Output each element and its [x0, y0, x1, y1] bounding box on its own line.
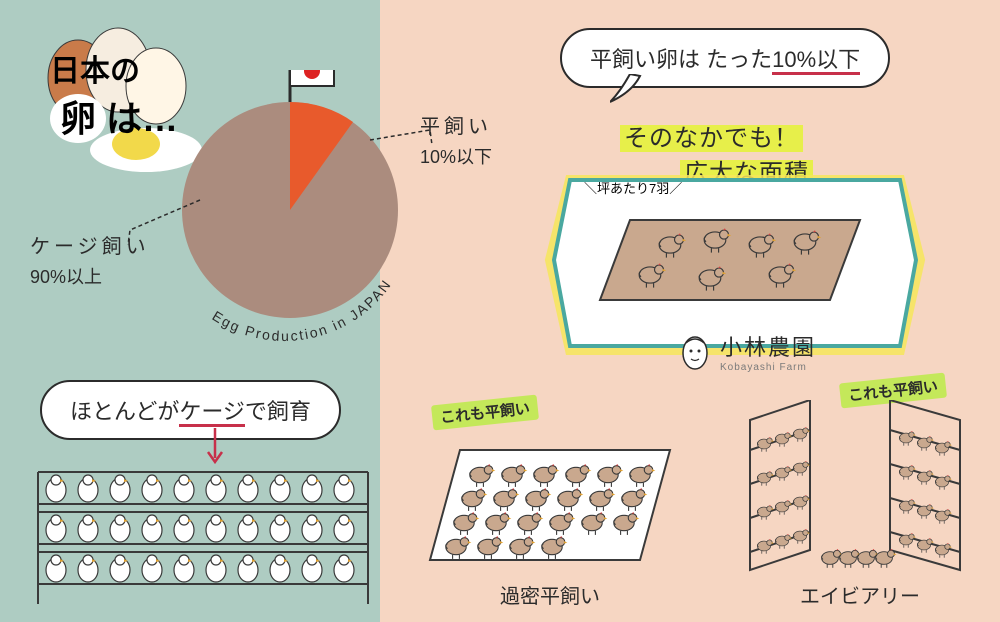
pie-label-cage: ケージ飼い 90%以上	[30, 230, 150, 289]
arrow-down-icon	[200, 428, 230, 468]
pie-chart: Egg Production in JAPAN	[150, 70, 450, 390]
bubble-cage-majority: ほとんどがケージで飼育	[40, 380, 341, 440]
caption-aviary: エイビアリー	[790, 580, 930, 609]
title-line1: 日本の	[50, 46, 140, 90]
density-label: ＼坪あたり7羽／	[584, 178, 682, 197]
dense-illustration	[410, 430, 690, 580]
caption-dense: 過密平飼い	[480, 580, 620, 609]
aviary-illustration	[730, 400, 980, 580]
cage-shelves-illustration	[28, 466, 378, 606]
pie-label-free: 平飼い 10%以下	[420, 110, 492, 169]
farm-logo: 小林農園 Kobayashi Farm	[680, 330, 816, 373]
farmer-face-icon	[680, 333, 710, 371]
bubble-tail-icon	[610, 74, 650, 104]
title-emph: 卵	[50, 94, 106, 143]
